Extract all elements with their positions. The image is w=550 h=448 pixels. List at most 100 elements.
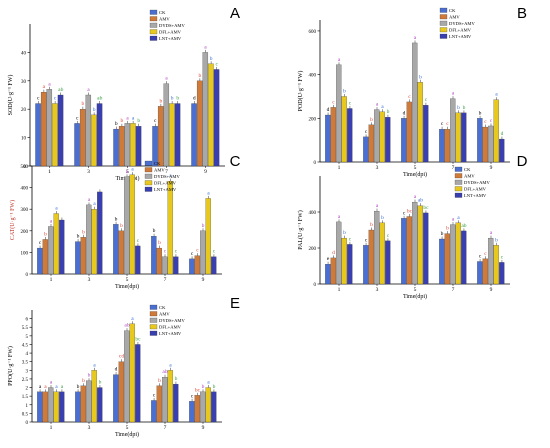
- bar-e-5-3: [129, 323, 135, 423]
- bar-a-3-0: [74, 123, 80, 167]
- bar-e-5-0: [113, 374, 119, 423]
- bar-c-1-3: [53, 213, 59, 275]
- legend-swatch: [439, 20, 448, 26]
- significance-letter: ab: [418, 198, 423, 204]
- significance-letter: b: [88, 373, 91, 379]
- bar-a-3-1: [79, 109, 86, 167]
- y-tick-label: 3.5: [22, 361, 29, 366]
- significance-letter: b: [457, 105, 460, 111]
- bar-e-1-3: [53, 391, 59, 423]
- bar-d-9-4: [499, 262, 505, 285]
- x-tick-label: 1: [50, 425, 53, 431]
- significance-letter: a: [207, 380, 210, 386]
- bar-e-7-2: [162, 377, 168, 423]
- significance-letter: a: [414, 194, 417, 200]
- y-tick-label: 0: [314, 161, 317, 166]
- significance-letter: c: [349, 236, 352, 242]
- legend-swatch: [149, 22, 158, 28]
- y-tick-label: 0.5: [22, 412, 29, 417]
- legend-swatch: [144, 180, 153, 186]
- legend-label: LNT+AMV: [154, 187, 177, 192]
- significance-letter: c: [137, 238, 140, 244]
- significance-letter: b: [343, 88, 346, 94]
- bar-e-3-1: [80, 385, 86, 423]
- panel-letter-e: E: [230, 295, 240, 312]
- legend-label: DFL+AMV: [464, 187, 487, 192]
- bar-c-9-3: [205, 198, 211, 275]
- bar-c-3-2: [86, 204, 92, 275]
- bar-d-5-2: [412, 201, 418, 285]
- significance-letter: d: [403, 110, 406, 116]
- panel-letter-b: B: [517, 5, 527, 22]
- significance-letter: c: [349, 100, 352, 106]
- significance-letter: a: [87, 87, 90, 93]
- bar-c-5-1: [118, 230, 124, 275]
- bar-d-7-0: [439, 238, 445, 285]
- significance-letter: b: [495, 237, 498, 243]
- bar-e-3-4: [97, 387, 103, 423]
- y-tick-label: 2: [26, 387, 29, 392]
- significance-letter: c: [332, 99, 335, 105]
- significance-letter: a: [50, 218, 53, 224]
- bar-c-7-2: [162, 256, 168, 275]
- y-tick-label: 400: [309, 74, 317, 79]
- legend-swatch: [149, 324, 158, 330]
- x-axis-label: Time(dpi): [403, 293, 427, 300]
- legend-swatch: [454, 166, 463, 172]
- bar-e-5-4: [135, 344, 141, 423]
- y-tick-label: 30: [21, 80, 27, 85]
- bar-b-3-3: [379, 111, 385, 163]
- bar-d-7-2: [450, 224, 456, 285]
- significance-letter: c: [175, 249, 178, 255]
- bar-a-1-2: [46, 89, 53, 167]
- y-tick-label: 40: [21, 51, 27, 56]
- bar-c-9-0: [189, 258, 195, 275]
- significance-letter: b: [463, 105, 466, 111]
- bar-c-5-3: [129, 174, 135, 275]
- significance-letter: b: [121, 118, 124, 124]
- bar-a-7-2: [163, 83, 170, 167]
- legend-swatch: [144, 173, 153, 179]
- bar-d-9-2: [488, 237, 494, 285]
- significance-letter: b: [44, 231, 47, 237]
- significance-letter: d: [193, 96, 196, 102]
- bar-e-1-4: [59, 391, 65, 423]
- x-tick-label: 7: [164, 425, 167, 431]
- legend-label: AMV: [159, 17, 170, 22]
- y-axis-label: POD(U·g⁻¹ FW): [297, 71, 304, 112]
- y-tick-label: 500: [21, 165, 29, 170]
- bar-b-1-2: [336, 64, 342, 163]
- y-tick-label: 0: [26, 421, 29, 426]
- bar-b-3-4: [385, 117, 391, 163]
- legend-swatch: [439, 14, 448, 20]
- x-axis-label: Time(dpi): [115, 283, 139, 290]
- significance-letter: b: [115, 121, 118, 127]
- significance-letter: b: [202, 384, 205, 390]
- bar-b-3-1: [368, 124, 374, 163]
- significance-letter: b: [82, 378, 85, 384]
- significance-letter: a: [50, 380, 53, 386]
- legend-label: DFL+AMV: [159, 30, 182, 35]
- y-tick-label: 5.5: [22, 326, 29, 331]
- significance-letter: b: [82, 101, 85, 107]
- significance-letter: b: [82, 229, 85, 235]
- y-tick-label: 200: [309, 247, 317, 252]
- significance-letter: b: [419, 74, 422, 80]
- x-tick-label: 9: [490, 287, 493, 293]
- significance-letter: c: [39, 240, 42, 246]
- legend-label: DFL+AMV: [154, 181, 177, 186]
- bar-c-7-3: [167, 180, 173, 275]
- significance-letter: a: [165, 76, 168, 82]
- bar-c-7-0: [151, 236, 157, 275]
- bar-d-7-3: [455, 222, 461, 285]
- significance-letter: b: [77, 384, 80, 390]
- y-tick-label: 200: [309, 117, 317, 122]
- chart-panel-e: 0 0.5 1 1.5 2 2.5 3 3.5 4 4.5 5 5.5 6 PPO(U·g⁻¹ FW) Ti…: [7, 295, 240, 438]
- significance-letter: b: [343, 230, 346, 236]
- bar-b-5-4: [423, 105, 429, 163]
- legend-swatch: [144, 167, 153, 173]
- x-tick-label: 5: [126, 169, 129, 175]
- x-tick-label: 9: [202, 277, 205, 283]
- x-tick-label: 5: [414, 165, 417, 171]
